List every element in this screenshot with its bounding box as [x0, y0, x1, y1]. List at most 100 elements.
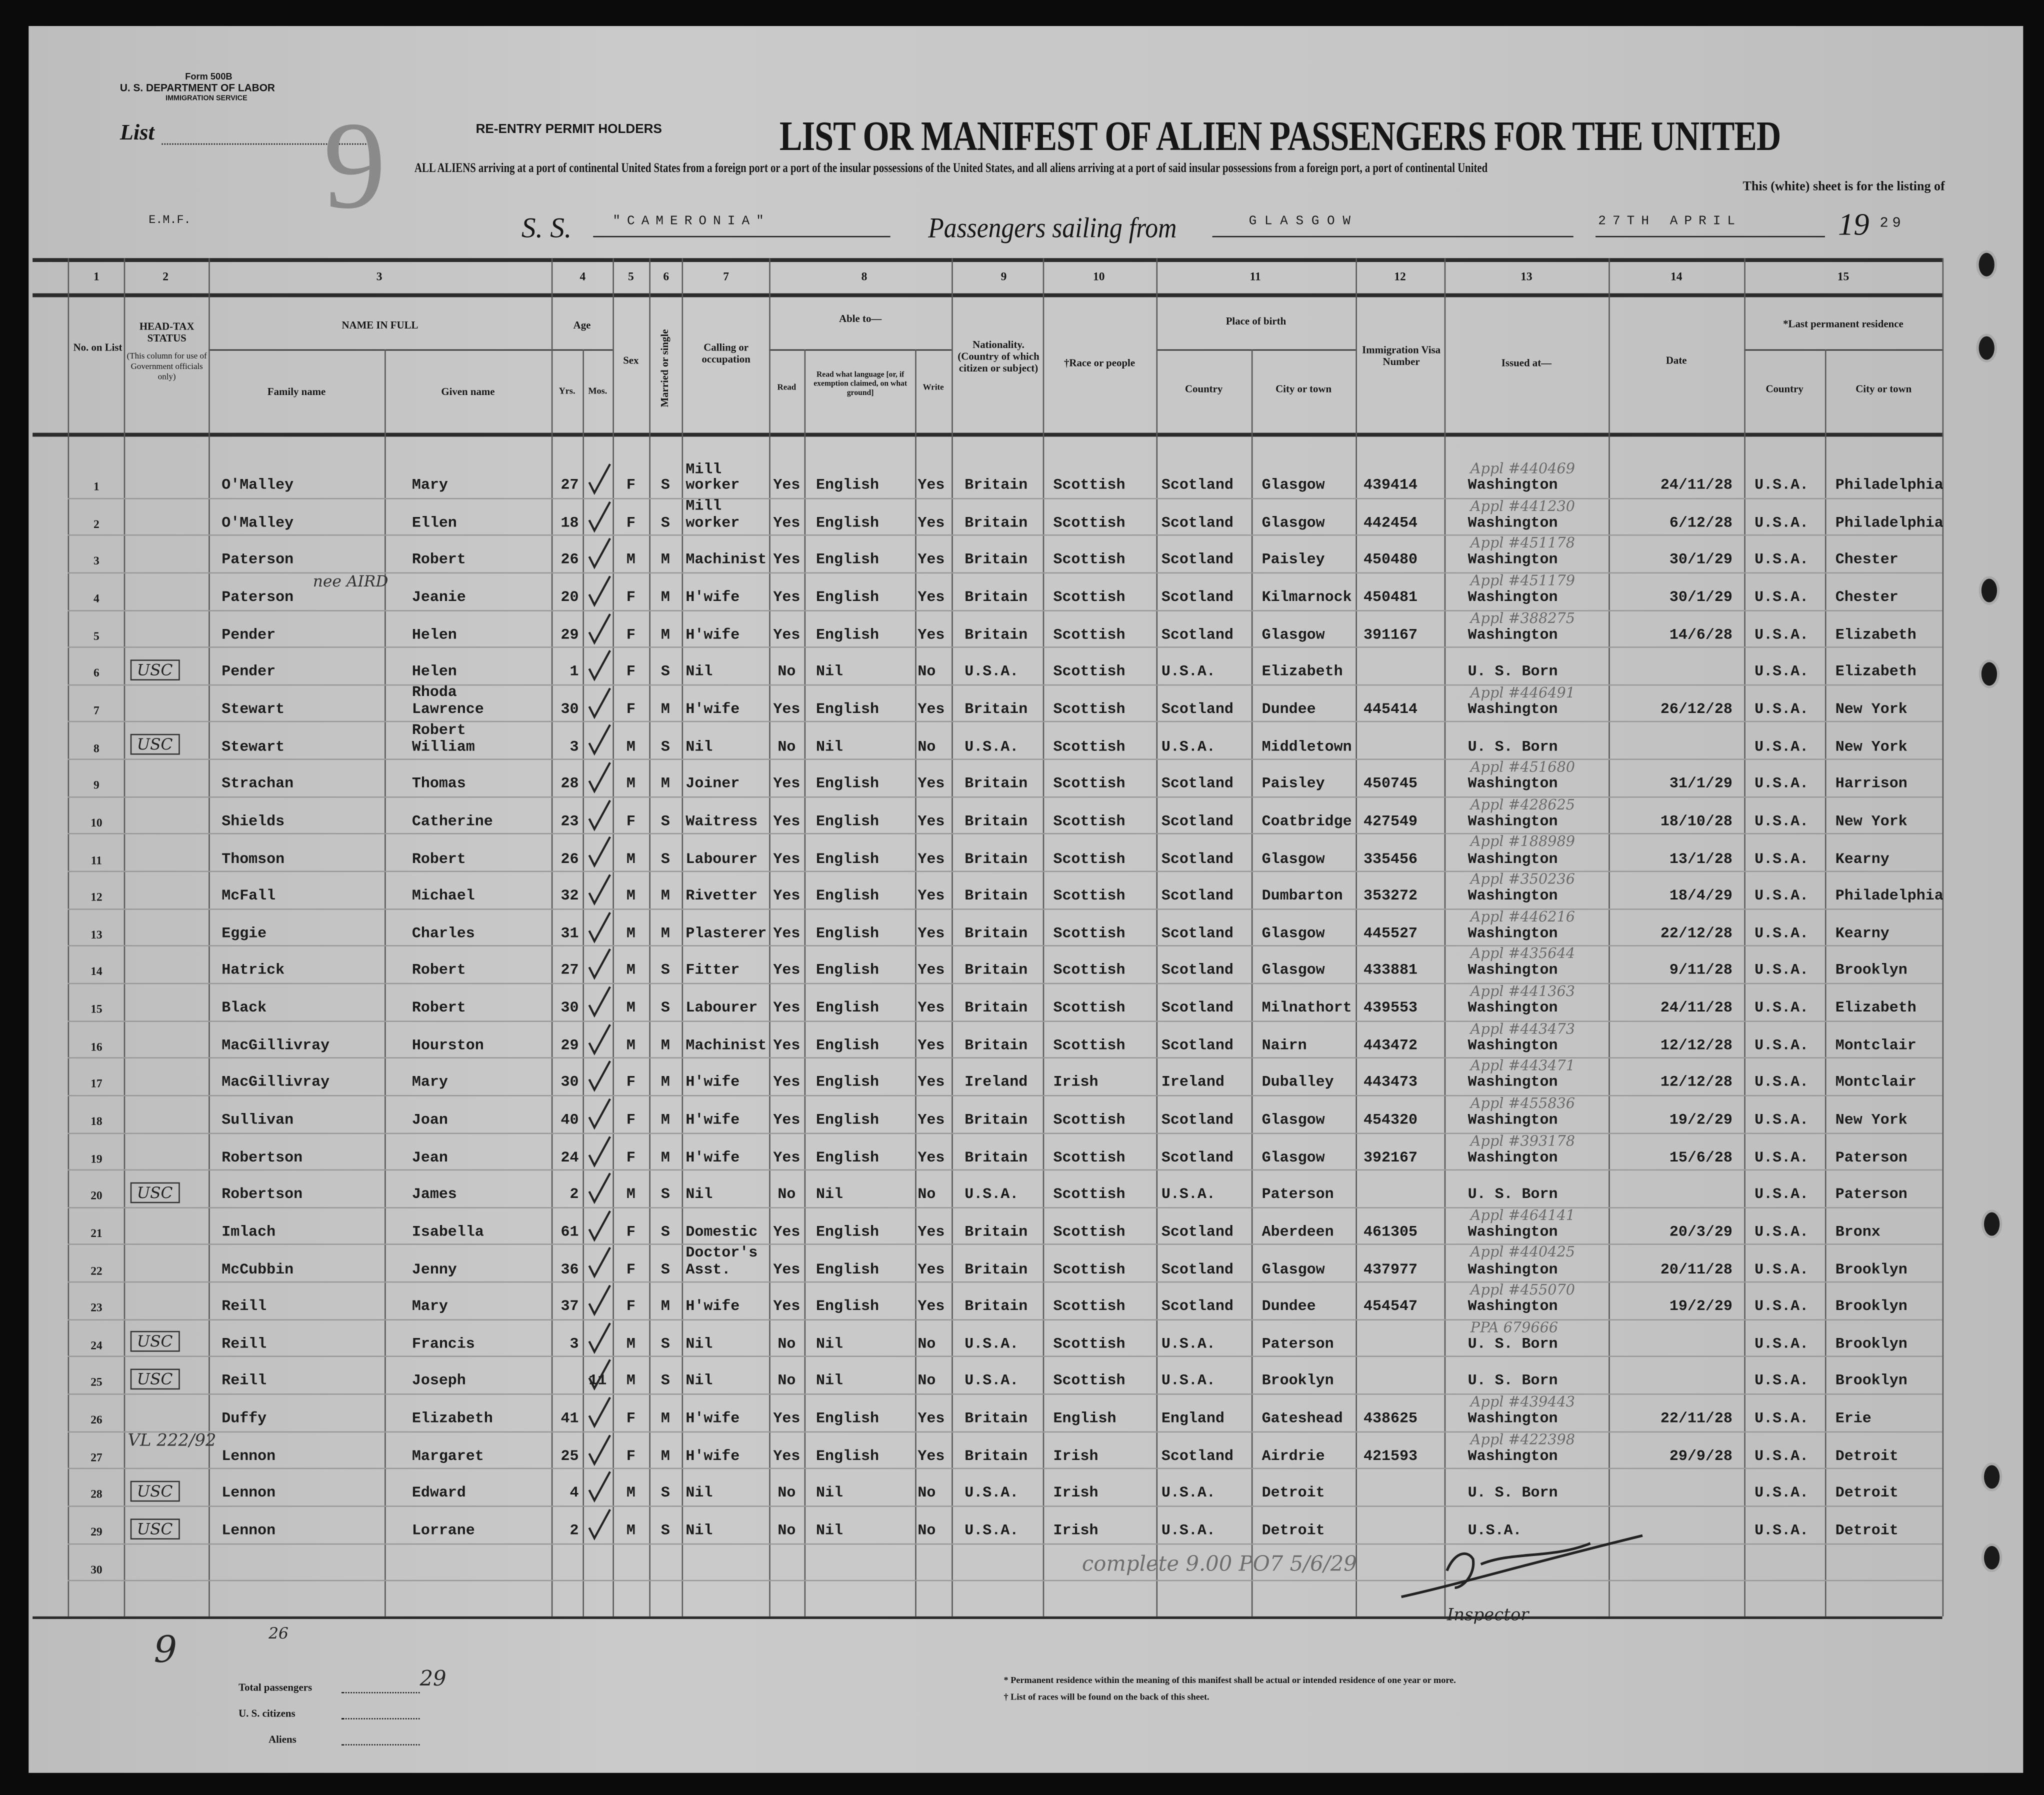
cell-birth-country: Scotland: [1161, 925, 1234, 942]
cell-visa: 445414: [1364, 701, 1418, 718]
cell-nationality: Britain: [964, 1224, 1028, 1241]
table-row: 7 Stewart Rhoda Lawrence 30 F M H'wife Yes Engli…: [0, 685, 1942, 723]
cell-sex: M: [626, 1186, 636, 1204]
cell-nationality: U.S.A.: [964, 664, 1019, 681]
cell-occupation: Machinist: [686, 1037, 767, 1054]
cell-race: Scottish: [1053, 962, 1126, 980]
cell-issued-at: U. S. Born: [1468, 738, 1558, 756]
check-mark-icon: [588, 874, 611, 906]
table-row: 14 Hatrick Robert 27 M S Fitter Yes English Yes Br…: [0, 946, 1942, 984]
department: U. S. DEPARTMENT OF LABOR: [120, 82, 276, 94]
table-row: 16 MacGillivray Hourston 29 M M Machinist Yes En…: [0, 1020, 1942, 1059]
cell-race: Scottish: [1053, 514, 1126, 532]
cell-birth-city: Duballey: [1262, 1074, 1334, 1092]
cell-married: M: [660, 1448, 670, 1465]
cell-write: Yes: [918, 589, 945, 606]
header-birth-country: Country: [1184, 383, 1223, 395]
table-row: 22 McCubbin Jenny 36 F S Doctor's Asst. Yes Engl…: [0, 1245, 1942, 1283]
cell-nationality: Britain: [964, 1112, 1028, 1129]
cell-read: Yes: [773, 626, 800, 644]
cell-language: English: [816, 850, 880, 868]
cell-married: M: [660, 888, 670, 905]
cell-birth-country: Scotland: [1161, 850, 1234, 868]
cell-issued-at: U. S. Born: [1468, 1373, 1558, 1390]
cell-race: Scottish: [1053, 1037, 1126, 1054]
cell-family: Pender: [222, 664, 276, 681]
cell-given: Robert: [412, 552, 466, 569]
aliens-label: Aliens: [268, 1734, 296, 1746]
cell-given: Robert: [412, 962, 466, 980]
table-row: 28 Lennon Edward 4 M S Nil No Nil No U.S.A. Irish U.…: [0, 1470, 1942, 1507]
column-number: 12: [1394, 270, 1406, 283]
header-married: Married or single: [658, 329, 671, 408]
cell-language: English: [816, 1261, 880, 1278]
cell-date: 19/2/29: [1669, 1112, 1732, 1129]
cell-date: 12/12/28: [1660, 1074, 1732, 1092]
cell-language: Nil: [816, 1186, 844, 1204]
check-mark-icon: [588, 576, 611, 607]
visa-appl-note: Appl #393178: [1470, 1132, 1576, 1150]
cell-res-city: Philadelphia: [1835, 477, 1944, 494]
cell-birth-country: Scotland: [1161, 1448, 1234, 1465]
cell-yrs: 31: [560, 925, 579, 942]
cell-res-country: U.S.A.: [1754, 514, 1809, 532]
cell-res-city: Philadelphia: [1835, 888, 1944, 905]
cell-no: 23: [90, 1301, 102, 1314]
table-rule: [32, 258, 1942, 262]
visa-appl-note: Appl #451680: [1470, 758, 1576, 776]
header-date: Date: [1666, 354, 1687, 366]
cell-race: Scottish: [1053, 1336, 1126, 1353]
cell-race: Scottish: [1053, 738, 1126, 756]
cell-issued-at: Washington: [1468, 1410, 1558, 1428]
table-rule: [32, 1616, 1942, 1620]
check-mark-icon: [588, 538, 611, 570]
list-label: List: [120, 120, 154, 145]
cell-date: 31/1/29: [1669, 776, 1732, 793]
cell-res-city: New York: [1835, 1112, 1908, 1129]
table-row: 20 Robertson James 2 M S Nil No Nil No U.S.A. Scott…: [0, 1171, 1942, 1208]
row-rule: [68, 609, 1942, 611]
cell-no: 2: [94, 517, 100, 530]
cell-language: English: [816, 1074, 880, 1092]
table-row: 1 O'Malley Mary 27 F S Mill worker Yes English Ye…: [0, 461, 1944, 499]
visa-appl-note: Appl #446216: [1470, 908, 1576, 926]
cell-sex: M: [626, 1373, 636, 1390]
cell-married: S: [660, 477, 670, 494]
cell-language: English: [816, 477, 880, 494]
cell-married: S: [660, 1485, 670, 1502]
column-divider: [612, 258, 614, 1616]
cell-write: Yes: [918, 962, 945, 980]
cell-nationality: Britain: [964, 925, 1028, 942]
cell-res-country: U.S.A.: [1754, 1074, 1809, 1092]
cell-birth-country: Scotland: [1161, 776, 1234, 793]
cell-birth-city: Glasgow: [1262, 850, 1325, 868]
cell-married: M: [660, 1298, 670, 1316]
cell-family: McFall: [222, 888, 276, 905]
cell-married: S: [660, 1186, 670, 1204]
header-age: Age: [573, 319, 591, 332]
cell-birth-city: Dundee: [1262, 701, 1316, 718]
cell-read: Yes: [773, 1261, 800, 1278]
cell-family: Stewart: [222, 701, 285, 718]
cell-date: 24/11/28: [1660, 477, 1732, 494]
row-rule: [68, 534, 1942, 536]
cell-issued-at: Washington: [1468, 701, 1558, 718]
departure-date: 27TH APRIL: [1598, 215, 1742, 230]
cell-race: Scottish: [1053, 552, 1126, 569]
margin-note-9: 9: [154, 1628, 178, 1672]
cell-language: English: [816, 1112, 880, 1129]
row-rule: [68, 758, 1942, 760]
cell-race: Scottish: [1053, 1298, 1126, 1316]
cell-sex: F: [626, 664, 636, 681]
cell-visa: 433881: [1364, 962, 1418, 980]
visa-appl-note: Appl #443473: [1470, 1020, 1576, 1038]
check-mark-icon: [588, 1248, 611, 1279]
table-row: 15 Black Robert 30 M S Labourer Yes English Yes Br…: [0, 984, 1942, 1022]
cell-visa: 438625: [1364, 1410, 1418, 1428]
cell-visa: 427549: [1364, 813, 1418, 830]
cell-res-city: Paterson: [1835, 1186, 1908, 1204]
cell-sex: F: [626, 514, 636, 532]
cell-nationality: Britain: [964, 776, 1028, 793]
cell-occupation: H'wife: [686, 626, 740, 644]
cell-res-city: New York: [1835, 738, 1908, 756]
